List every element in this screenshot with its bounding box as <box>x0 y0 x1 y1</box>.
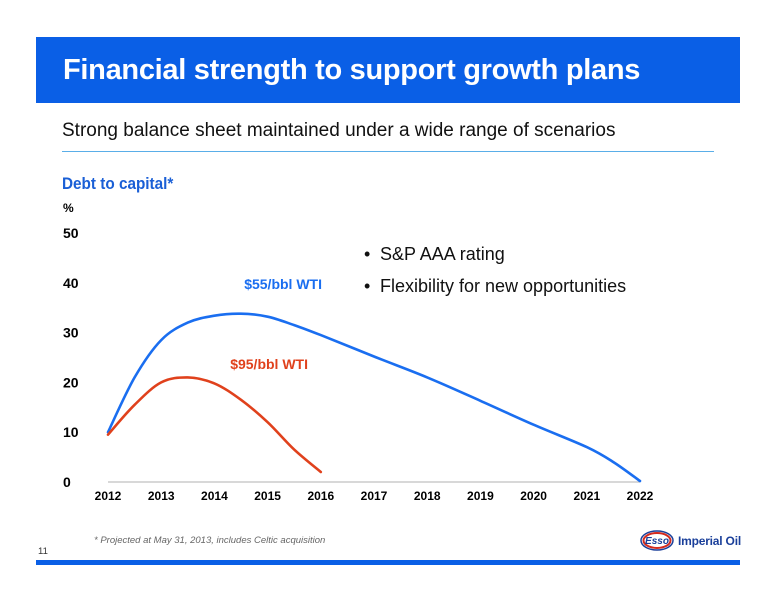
imperial-oil-brand: Imperial Oil <box>678 534 741 548</box>
y-tick-label: 20 <box>63 374 79 390</box>
series-label-95-wti: $95/bbl WTI <box>230 356 308 372</box>
x-tick-label: 2018 <box>414 489 441 503</box>
footer-bar <box>36 560 740 565</box>
bullet-item: • S&P AAA rating <box>364 244 505 264</box>
esso-logo-icon: Esso <box>640 530 674 551</box>
subtitle-divider <box>62 151 714 152</box>
footnote: * Projected at May 31, 2013, includes Ce… <box>94 535 326 546</box>
x-tick-label: 2012 <box>95 489 122 503</box>
x-tick-label: 2013 <box>148 489 175 503</box>
series-label-55-wti: $55/bbl WTI <box>244 276 322 292</box>
y-tick-label: 10 <box>63 424 79 440</box>
bullet-text-rating: S&P AAA rating <box>380 244 505 264</box>
y-tick-label: 40 <box>63 275 79 291</box>
x-tick-label: 2015 <box>254 489 281 503</box>
x-tick-label: 2017 <box>361 489 388 503</box>
chart-title: Debt to capital* <box>62 174 174 193</box>
title-banner: Financial strength to support growth pla… <box>36 37 740 103</box>
slide-subtitle: Strong balance sheet maintained under a … <box>62 120 616 141</box>
y-axis-unit: % <box>63 201 74 215</box>
esso-logo-text: Esso <box>645 536 669 547</box>
y-tick-label: 30 <box>63 325 79 341</box>
page-number: 11 <box>38 546 48 557</box>
x-tick-label: 2020 <box>520 489 547 503</box>
bullet-text-flexibility: Flexibility for new opportunities <box>380 276 627 296</box>
x-tick-label: 2014 <box>201 489 228 503</box>
series-line-55-wti <box>106 312 642 483</box>
bullet-item: • Flexibility for new opportunities <box>364 276 627 296</box>
slide-title: Financial strength to support growth pla… <box>63 54 641 86</box>
series-line-95-wti <box>106 376 323 474</box>
y-tick-label: 0 <box>63 474 71 490</box>
y-tick-label: 50 <box>63 225 79 241</box>
bullet-list: • S&P AAA rating • Flexibility for new opp… <box>364 244 626 308</box>
x-tick-label: 2022 <box>627 489 654 503</box>
x-tick-label: 2021 <box>573 489 600 503</box>
x-tick-label: 2019 <box>467 489 494 503</box>
x-tick-label: 2016 <box>307 489 334 503</box>
